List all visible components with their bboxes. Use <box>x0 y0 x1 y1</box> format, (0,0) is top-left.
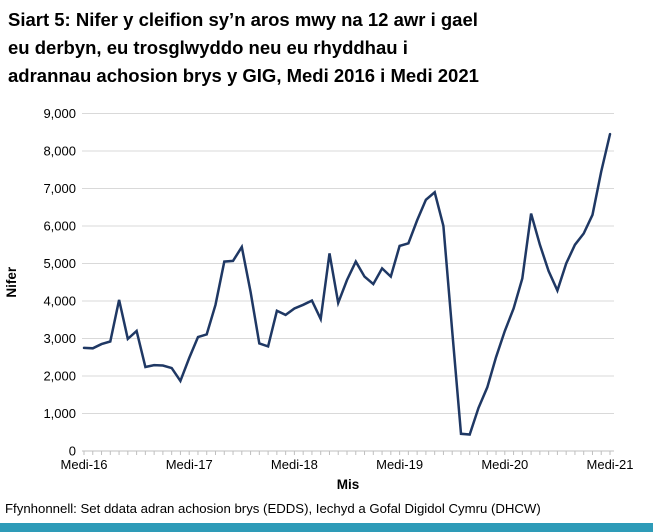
y-axis-tick-label: 4,000 <box>43 294 76 309</box>
y-axis-tick-label: 1,000 <box>43 406 76 421</box>
y-axis-tick-label: 7,000 <box>43 181 76 196</box>
y-axis-tick-label: 2,000 <box>43 369 76 384</box>
x-axis-title: Mis <box>337 477 360 492</box>
y-axis-tick-label: 5,000 <box>43 256 76 271</box>
x-axis-tick-label: Medi-21 <box>587 457 634 472</box>
y-axis-tick-label: 6,000 <box>43 219 76 234</box>
y-axis-tick-label: 9,000 <box>43 106 76 121</box>
x-axis-tick-label: Medi-18 <box>271 457 318 472</box>
y-axis-tick-label: 0 <box>69 444 76 459</box>
data-series-line <box>82 132 612 436</box>
chart-title-line-1: Siart 5: Nifer y cleifion sy’n aros mwy … <box>8 9 478 30</box>
y-axis-tick-label: 8,000 <box>43 144 76 159</box>
y-axis-title: Nifer <box>4 266 19 298</box>
line-chart: 0 1,000 2,000 3,000 4,000 5,000 6,000 7,000 8,00… <box>4 106 634 492</box>
x-axis-tick-label: Medi-19 <box>376 457 423 472</box>
chart-title: Siart 5: Nifer y cleifion sy’n aros mwy … <box>8 6 648 90</box>
x-axis-tick-label: Medi-17 <box>166 457 213 472</box>
bottom-cropped-bar <box>0 523 653 532</box>
x-axis-tick-label: Medi-20 <box>481 457 528 472</box>
chart-title-line-3: adrannau achosion brys y GIG, Medi 2016 … <box>8 65 479 86</box>
y-axis-tick-label: 3,000 <box>43 331 76 346</box>
x-axis-tick-label: Medi-16 <box>61 457 108 472</box>
source-note: Ffynhonnell: Set ddata adran achosion br… <box>5 501 541 516</box>
chart-title-line-2: eu derbyn, eu trosglwyddo neu eu rhyddha… <box>8 37 408 58</box>
